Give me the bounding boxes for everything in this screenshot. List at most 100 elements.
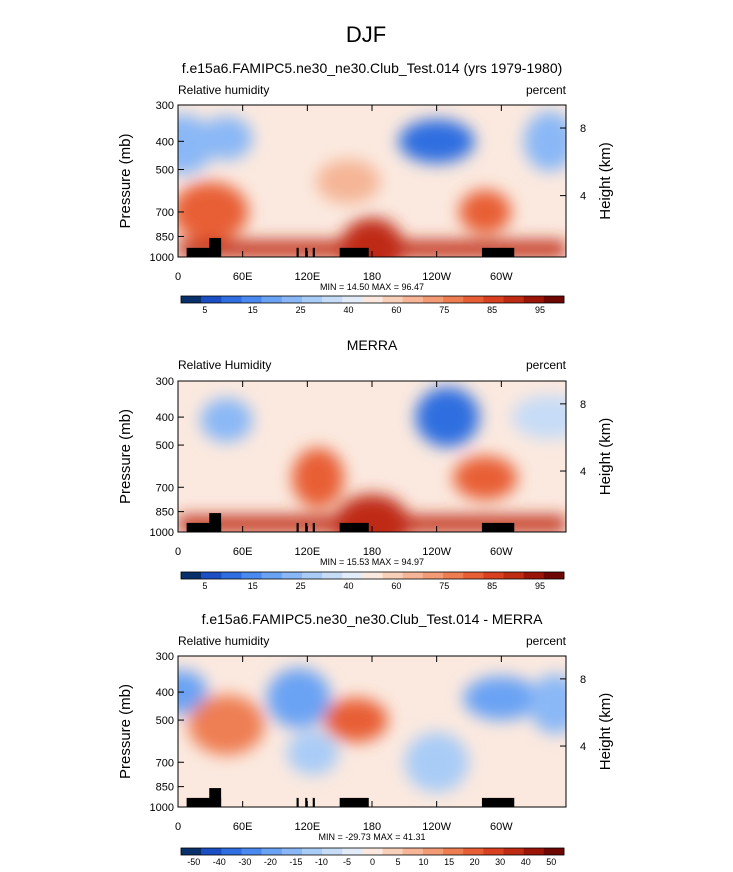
colorbar-label: -20 <box>264 857 277 867</box>
colorbar-swatch <box>382 296 404 303</box>
colorbar-swatch <box>483 296 504 303</box>
colorbar-swatch <box>382 572 404 579</box>
colorbar-swatch <box>483 848 504 855</box>
colorbar-swatch <box>301 572 323 579</box>
y-tick-label: 500 <box>156 440 174 452</box>
colorbar-label: 95 <box>535 581 545 591</box>
contour-feature <box>200 398 253 443</box>
y-tick-label: 700 <box>156 482 174 494</box>
contour-feature <box>523 111 566 172</box>
x-tick-label: 0 <box>175 546 181 558</box>
colorbar-label: 75 <box>439 305 449 315</box>
contour-field <box>178 387 566 532</box>
colorbar-swatch <box>241 296 262 303</box>
panel-title: f.e15a6.FAMIPC5.ne30_ne30.Club_Test.014 … <box>182 60 563 76</box>
colorbar-label: -40 <box>213 857 226 867</box>
contour-feature <box>178 670 208 715</box>
colorbar: 5 15 25 40 60 75 85 95 <box>180 295 565 315</box>
colorbar-label: 5 <box>396 857 401 867</box>
colorbar-swatch <box>342 848 363 855</box>
contour-feature <box>334 494 410 532</box>
contour-feature <box>178 114 215 175</box>
colorbar-label: -10 <box>315 857 328 867</box>
colorbar-swatch <box>463 572 484 579</box>
y-tick-label: 850 <box>156 231 174 243</box>
colorbar-swatch <box>201 572 222 579</box>
contour-feature <box>266 668 331 729</box>
height-tick-label: 8 <box>580 123 586 135</box>
colorbar: 5 15 25 40 60 75 85 95 <box>180 571 565 591</box>
x-tick-label: 120E <box>294 821 320 833</box>
colorbar-swatch <box>543 296 565 303</box>
colorbar-swatch <box>322 296 343 303</box>
colorbar-swatch <box>181 848 202 855</box>
colorbar-label: 30 <box>495 857 505 867</box>
panel-variable-label: Relative humidity <box>178 83 269 97</box>
colorbar-label: 15 <box>444 857 454 867</box>
terrain-block <box>339 247 369 257</box>
plot-area <box>178 656 566 807</box>
y-tick-label: 1000 <box>150 527 174 539</box>
colorbar-swatch <box>261 296 283 303</box>
terrain-block <box>339 522 369 532</box>
colorbar-swatch <box>261 848 283 855</box>
terrain-block <box>305 797 308 807</box>
colorbar-swatch <box>402 572 424 579</box>
y-tick-label: 300 <box>156 376 174 388</box>
y-tick-label: 1000 <box>150 252 174 264</box>
height-tick-label: 8 <box>580 399 586 411</box>
y-tick-label: 400 <box>156 412 174 424</box>
y-tick-label: 850 <box>156 782 174 794</box>
colorbar-swatch <box>503 296 524 303</box>
terrain-block <box>296 522 299 532</box>
y-axis-title: Pressure (mb) <box>117 409 134 504</box>
panel-title: MERRA <box>347 337 398 353</box>
colorbar-label: 60 <box>391 581 401 591</box>
colorbar-label: 25 <box>296 581 306 591</box>
y-tick-label: 300 <box>156 100 174 112</box>
y-axis-title: Pressure (mb) <box>117 133 134 228</box>
y-axis-title: Pressure (mb) <box>117 684 134 779</box>
colorbar-swatch <box>503 572 524 579</box>
colorbar-label: 75 <box>439 581 449 591</box>
contour-feature <box>188 694 265 755</box>
y-tick-label: 400 <box>156 136 174 148</box>
contour-feature <box>453 455 518 500</box>
x-tick-label: 60E <box>233 546 253 558</box>
terrain-block <box>312 522 315 532</box>
colorbar-label: 50 <box>546 857 556 867</box>
terrain-mask <box>186 788 515 807</box>
colorbar-swatch <box>463 848 484 855</box>
colorbar-label: 95 <box>535 305 545 315</box>
colorbar-swatch <box>503 848 524 855</box>
contour-feature <box>398 119 475 164</box>
terrain-block <box>186 247 222 257</box>
terrain-block <box>305 247 308 257</box>
panel-title: f.e15a6.FAMIPC5.ne30_ne30.Club_Test.014 … <box>202 611 544 627</box>
colorbar-label: 15 <box>248 305 258 315</box>
colorbar-swatch <box>402 296 424 303</box>
colorbar-swatch <box>181 296 202 303</box>
panel-variable-label: Relative humidity <box>178 634 269 648</box>
height-axis-title: Height (km) <box>597 693 614 771</box>
terrain-block <box>296 797 299 807</box>
min-max-stats: MIN = -29.73 MAX = 41.31 <box>318 832 425 842</box>
colorbar-swatch <box>201 848 222 855</box>
y-tick-label: 400 <box>156 687 174 699</box>
colorbar-swatch <box>221 572 242 579</box>
colorbar-frame <box>180 847 565 856</box>
colorbar-label: -15 <box>289 857 302 867</box>
colorbar-swatch <box>362 296 383 303</box>
colorbar-swatch <box>241 848 262 855</box>
height-tick-label: 4 <box>580 191 586 203</box>
colorbar-swatch <box>342 572 363 579</box>
x-tick-label: 180 <box>363 546 381 558</box>
plot-area <box>178 105 566 257</box>
colorbar-label: 40 <box>521 857 531 867</box>
y-tick-label: 1000 <box>150 802 174 814</box>
y-tick-label: 300 <box>156 651 174 663</box>
contour-feature <box>316 159 381 204</box>
y-tick-label: 700 <box>156 757 174 769</box>
